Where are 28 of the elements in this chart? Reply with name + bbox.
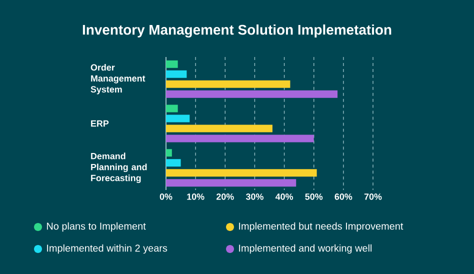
x-tick-label: 10% (187, 194, 204, 200)
x-tick-label: 40% (275, 194, 294, 200)
y-tick-label: Demand Planning and Forecasting (91, 152, 147, 183)
chart-title: Inventory Management Solution Implemetation (82, 24, 392, 38)
bar (166, 124, 272, 132)
bar (166, 70, 187, 78)
bar (166, 90, 338, 98)
legend-label: Implemented and working well (239, 244, 372, 254)
x-tick-label: 20% (216, 194, 234, 200)
x-tick-label: 70% (364, 194, 382, 200)
bar (166, 60, 178, 68)
bar (166, 80, 290, 88)
x-tick-label: 0% (160, 194, 172, 200)
y-tick-label: ERP (91, 120, 109, 127)
x-tick-label: 30% (246, 194, 264, 200)
legend-label: Implemented but needs Improvement (239, 222, 404, 232)
bar (166, 159, 181, 167)
bar (166, 149, 172, 157)
bar (166, 169, 317, 177)
bar (166, 104, 178, 112)
bar (166, 134, 314, 142)
x-tick-label: 60% (334, 194, 352, 200)
legend-label: No plans to Implement (47, 222, 146, 232)
y-tick-label: Order Management System (90, 64, 146, 94)
legend-label: Implemented within 2 years (47, 244, 168, 254)
bar (166, 179, 296, 187)
x-tick-label: 50% (305, 194, 323, 200)
bar (166, 114, 190, 122)
